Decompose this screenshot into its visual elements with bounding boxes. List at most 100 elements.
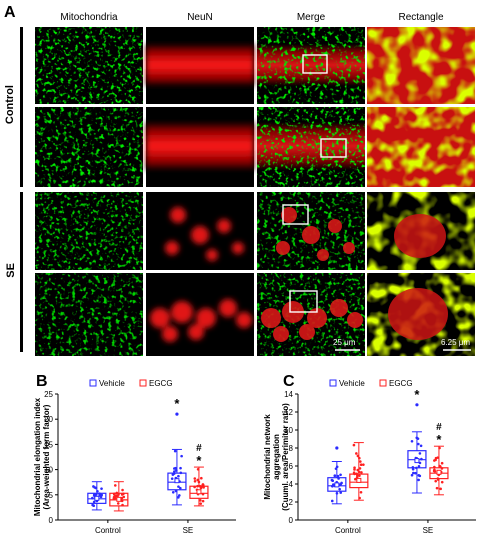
row-label-se-egcg: EGCG	[24, 303, 35, 333]
row-label-se-vehicle: Vehicle	[24, 218, 35, 253]
legend-swatch	[329, 379, 337, 387]
y-tick-label: 25	[44, 390, 53, 399]
data-point	[433, 468, 436, 472]
col-header-neun: NeuN	[187, 12, 213, 23]
data-point	[330, 478, 334, 482]
data-point	[433, 465, 436, 469]
y-tick-label: 6	[289, 462, 294, 471]
data-point	[439, 465, 442, 468]
data-point	[92, 504, 96, 508]
data-point	[174, 466, 177, 470]
data-point	[420, 457, 423, 461]
data-point	[177, 496, 180, 499]
data-point	[336, 474, 340, 478]
chart-network-aggregation: 0 2 4 6 8 10 12 14 Mitochondrial network aggregat…	[263, 379, 476, 535]
data-point	[330, 499, 334, 503]
data-point	[410, 473, 414, 477]
data-point	[438, 446, 441, 450]
data-point	[419, 444, 423, 448]
data-point	[193, 485, 196, 489]
data-point	[356, 468, 360, 472]
row-label-control-vehicle: Vehicle	[24, 55, 35, 90]
data-point	[196, 468, 200, 471]
data-point	[415, 466, 418, 470]
row-control-vehicle	[35, 27, 475, 104]
roi-box	[282, 204, 309, 225]
data-point	[334, 467, 338, 470]
data-point	[199, 502, 203, 505]
data-point	[201, 492, 205, 496]
data-point	[353, 468, 356, 471]
data-point	[177, 485, 180, 488]
box	[349, 473, 369, 489]
row-se-vehicle	[35, 192, 475, 270]
data-point	[98, 492, 101, 495]
micrograph-grid	[35, 27, 475, 356]
group-bar-control	[20, 27, 23, 187]
significance-star: *	[196, 453, 202, 468]
row-se-egcg	[35, 273, 475, 356]
data-point	[171, 490, 175, 494]
data-point	[200, 476, 203, 480]
y-tick-label: 14	[284, 390, 293, 399]
data-point	[339, 491, 343, 494]
data-point	[99, 495, 103, 499]
mean-marker	[414, 458, 420, 464]
data-point	[436, 456, 439, 459]
data-point	[196, 478, 200, 482]
col-header-merge: Merge	[296, 12, 326, 23]
data-point	[359, 490, 363, 494]
data-point	[197, 480, 201, 484]
data-point	[415, 436, 419, 440]
data-point	[414, 471, 417, 475]
data-point	[120, 493, 124, 496]
data-point	[417, 478, 420, 482]
panel-letter-b: B	[36, 373, 48, 390]
data-point	[116, 502, 120, 505]
x-tick-label: Control	[335, 526, 361, 535]
legend-swatch	[89, 379, 97, 387]
data-point	[92, 500, 96, 504]
data-point	[201, 499, 205, 503]
y-tick-label: 20	[44, 415, 53, 424]
legend-swatch	[379, 379, 387, 387]
data-point	[121, 488, 124, 492]
panel-letter-a: A	[4, 4, 16, 21]
data-point	[354, 477, 357, 481]
x-tick-label: SE	[183, 526, 194, 535]
data-point	[171, 473, 175, 476]
data-point	[412, 471, 415, 475]
data-point	[193, 479, 197, 483]
data-point	[440, 461, 444, 465]
y-axis-label: Mitochondrial network	[263, 414, 272, 500]
scalebar-rect-label: 6.25 μm	[441, 338, 471, 347]
data-point	[338, 487, 341, 491]
data-point	[115, 491, 119, 495]
data-point	[410, 439, 414, 443]
data-point	[358, 496, 361, 500]
group-bar-se	[20, 192, 23, 352]
data-point	[120, 499, 124, 503]
outlier-point	[335, 446, 339, 450]
col-header-rectangle: Rectangle	[398, 12, 444, 23]
y-tick-label: 15	[44, 440, 53, 449]
mean-marker	[174, 478, 180, 484]
roi-box	[320, 138, 347, 158]
roi-box	[289, 290, 318, 313]
significance-star: *	[436, 432, 442, 447]
data-point	[199, 486, 203, 490]
y-tick-label: 0	[49, 516, 54, 525]
data-point	[199, 499, 202, 502]
data-point	[337, 477, 340, 480]
data-point	[179, 471, 183, 475]
data-point	[440, 467, 444, 470]
data-point	[94, 493, 98, 496]
data-point	[180, 454, 183, 458]
mean-marker	[436, 469, 442, 475]
data-point	[359, 460, 362, 463]
col-header-mitochondria: Mitochondria	[60, 12, 118, 23]
data-point	[434, 479, 438, 483]
data-point	[178, 494, 181, 497]
data-point	[358, 456, 361, 460]
data-point	[340, 481, 343, 485]
